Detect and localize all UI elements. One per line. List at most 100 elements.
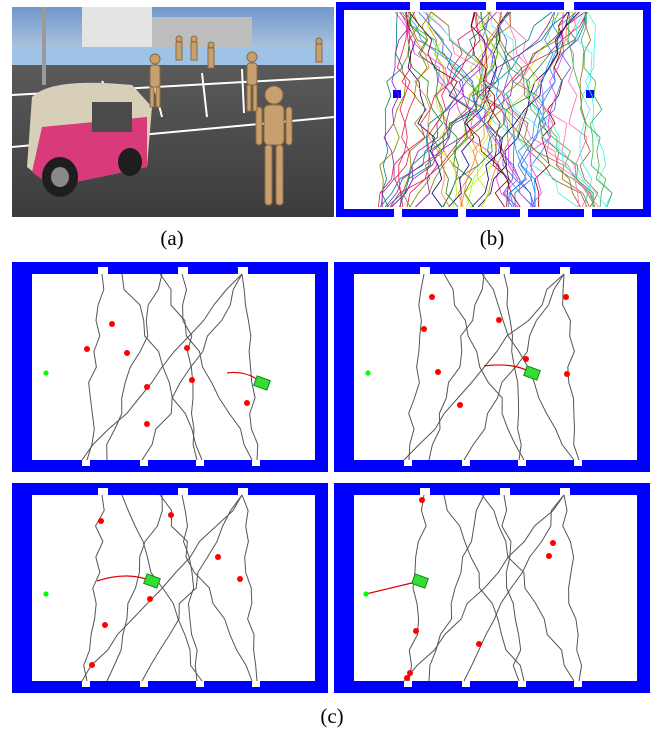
arena	[32, 495, 315, 681]
building	[82, 7, 152, 47]
pedestrian-dot	[429, 294, 435, 300]
panel-c2	[334, 262, 650, 472]
door-top	[238, 488, 248, 496]
vehicle-marker	[253, 375, 271, 391]
mannequin-far-1	[175, 35, 183, 61]
door-bottom	[404, 460, 412, 466]
mannequin-near	[255, 85, 293, 206]
pedestrian-path	[428, 494, 485, 682]
door-bottom	[196, 681, 204, 687]
pedestrian-path	[403, 273, 565, 461]
door-top	[500, 267, 510, 275]
pedestrian-path	[181, 494, 198, 682]
pole	[42, 7, 46, 85]
door-bottom	[518, 681, 526, 687]
door-top	[420, 267, 430, 275]
door-bottom	[574, 460, 582, 466]
pedestrian-path	[428, 273, 485, 461]
pedestrian-dot	[244, 400, 250, 406]
door-top	[98, 267, 108, 275]
pedestrian-path	[408, 273, 425, 461]
pedestrian-path	[403, 494, 565, 682]
vehicle-marker	[411, 573, 429, 589]
pedestrian-dot	[407, 670, 413, 676]
arena	[32, 274, 315, 460]
pedestrian-dot	[413, 628, 419, 634]
mannequins	[149, 35, 323, 206]
pedestrian-path	[106, 494, 163, 682]
pedestrian-dot	[168, 512, 174, 518]
pedestrian-dot	[457, 402, 463, 408]
door-bottom	[82, 681, 90, 687]
mannequin-left	[149, 53, 161, 108]
caption-b: (b)	[479, 226, 505, 250]
door-bottom	[462, 681, 470, 687]
pedestrian-path	[121, 494, 203, 682]
mannequin-far-3	[207, 41, 215, 69]
pedestrian-dot	[496, 317, 502, 323]
pedestrian-path	[503, 273, 522, 461]
caption-a: (a)	[160, 226, 184, 250]
arena	[354, 274, 637, 460]
door-bottom	[140, 460, 148, 466]
arena	[354, 495, 637, 681]
pedestrian-path	[443, 273, 525, 461]
door-bottom	[82, 460, 90, 466]
pedestrian-path	[562, 494, 583, 682]
vehicle-marker	[143, 573, 161, 589]
pedestrian-path	[241, 494, 258, 682]
pedestrian-path	[81, 273, 243, 461]
pedestrian-path	[241, 273, 259, 461]
pedestrian-path	[562, 273, 580, 461]
panel-b-trajectories	[336, 2, 651, 217]
door-bottom	[404, 681, 412, 687]
pedestrian-dot	[563, 294, 569, 300]
start-marker-left	[393, 90, 401, 98]
pedestrian-path	[159, 494, 253, 682]
building-2	[152, 17, 252, 47]
panel-layer	[12, 483, 328, 693]
pedestrian-path	[481, 494, 575, 682]
door-bottom	[518, 460, 526, 466]
door-bottom	[196, 460, 204, 466]
pedestrian-dot	[147, 596, 153, 602]
pedestrian-dot	[144, 384, 150, 390]
cart	[27, 82, 152, 197]
pedestrian-dot	[237, 576, 243, 582]
door-top	[420, 488, 430, 496]
pedestrian-dot	[421, 326, 427, 332]
door-top	[238, 267, 248, 275]
door-top	[98, 488, 108, 496]
pedestrian-path	[408, 494, 427, 682]
pedestrian-dot	[144, 421, 150, 427]
mannequin-far-2	[190, 35, 198, 61]
pedestrian-path	[83, 494, 105, 682]
door-top	[178, 267, 188, 275]
pedestrian-dot	[124, 350, 130, 356]
panel-layer	[334, 262, 650, 472]
pedestrian-path	[463, 494, 565, 682]
pedestrian-path	[106, 273, 163, 461]
pedestrian-dot	[89, 662, 95, 668]
pedestrian-dot	[404, 675, 410, 681]
pedestrian-dot	[98, 518, 104, 524]
start-marker-right	[586, 90, 594, 98]
panel-c4	[334, 483, 650, 693]
pedestrian-dot	[564, 371, 570, 377]
door-bottom	[252, 460, 260, 466]
pedestrian-path	[86, 273, 105, 461]
pedestrian-dot	[546, 553, 552, 559]
doors	[394, 2, 592, 217]
caption-c: (c)	[320, 704, 344, 728]
door-top	[500, 488, 510, 496]
pedestrian-path	[501, 494, 522, 682]
door-top	[560, 488, 570, 496]
goal-dot	[365, 370, 371, 376]
door-bottom	[574, 681, 582, 687]
pedestrian-dot	[523, 356, 529, 362]
door-top	[178, 488, 188, 496]
pedestrian-dot	[102, 622, 108, 628]
pedestrian-path	[181, 273, 198, 461]
mannequin-mid	[246, 51, 258, 112]
pedestrian-path	[443, 494, 525, 682]
